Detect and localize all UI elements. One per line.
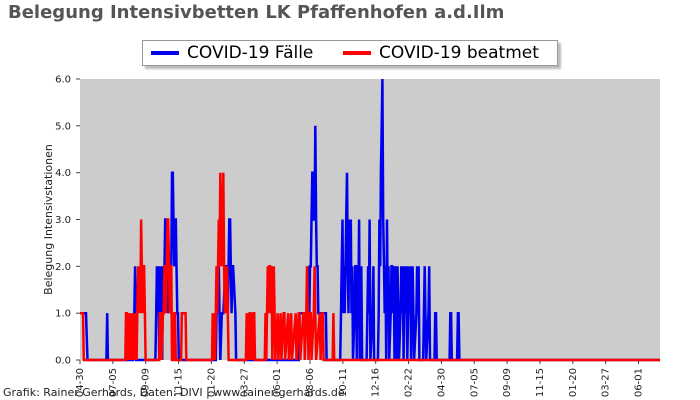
x-tick-label: 12-16: [371, 368, 382, 397]
x-tick-label: 03-27: [239, 368, 250, 397]
x-tick-label: 11-15: [535, 368, 546, 397]
x-tick-label: 06-01: [272, 368, 283, 397]
series-line-beatmet: [80, 172, 660, 362]
footer-credit: Grafik: Rainer Gerhards, Daten: DIVI | w…: [3, 386, 345, 399]
y-tick-label: 6.0: [55, 75, 71, 86]
y-axis: 0.0 1.0 2.0 3.0 4.0 5.0 6.0: [55, 75, 80, 367]
series-layer: [80, 78, 660, 362]
x-tick-label: 09-09: [502, 368, 513, 397]
y-tick-label: 2.0: [55, 262, 71, 273]
series-line-faelle: [80, 78, 660, 362]
legend: COVID-19 Fälle COVID-19 beatmet: [142, 40, 558, 66]
x-axis: 04-30 07-05 09-09 11-15 01-20 03-27 06-01 08-06…: [75, 360, 645, 397]
legend-label-faelle: COVID-19 Fälle: [187, 43, 314, 63]
page-title: Belegung Intensivbetten LK Pfaffenhofen …: [8, 2, 505, 23]
legend-swatch-faelle: [151, 51, 179, 55]
x-tick-label: 03-27: [601, 368, 612, 397]
y-tick-label: 1.0: [55, 309, 71, 320]
y-tick-label: 0.0: [55, 356, 71, 367]
x-tick-label: 04-30: [436, 368, 447, 397]
x-tick-label: 02-22: [404, 368, 415, 397]
legend-item-faelle: COVID-19 Fälle: [151, 42, 313, 64]
y-axis-label: Belegung Intensivstationen: [42, 144, 55, 295]
x-tick-label: 01-20: [206, 368, 217, 397]
y-tick-label: 5.0: [55, 121, 71, 132]
y-tick-label: 4.0: [55, 168, 71, 179]
x-tick-label: 11-15: [174, 368, 185, 397]
x-tick-label: 07-05: [469, 368, 480, 397]
x-tick-label: 06-01: [634, 368, 645, 397]
x-tick-label: 04-30: [75, 368, 86, 397]
legend-swatch-beatmet: [343, 51, 371, 55]
x-tick-label: 09-09: [141, 368, 152, 397]
x-tick-label: 01-20: [568, 368, 579, 397]
x-tick-label: 08-06: [305, 368, 316, 397]
legend-label-beatmet: COVID-19 beatmet: [379, 43, 539, 63]
x-tick-label: 07-05: [108, 368, 119, 397]
legend-item-beatmet: COVID-19 beatmet: [343, 42, 539, 64]
y-tick-label: 3.0: [55, 215, 71, 226]
x-tick-label: 10-11: [338, 368, 349, 397]
